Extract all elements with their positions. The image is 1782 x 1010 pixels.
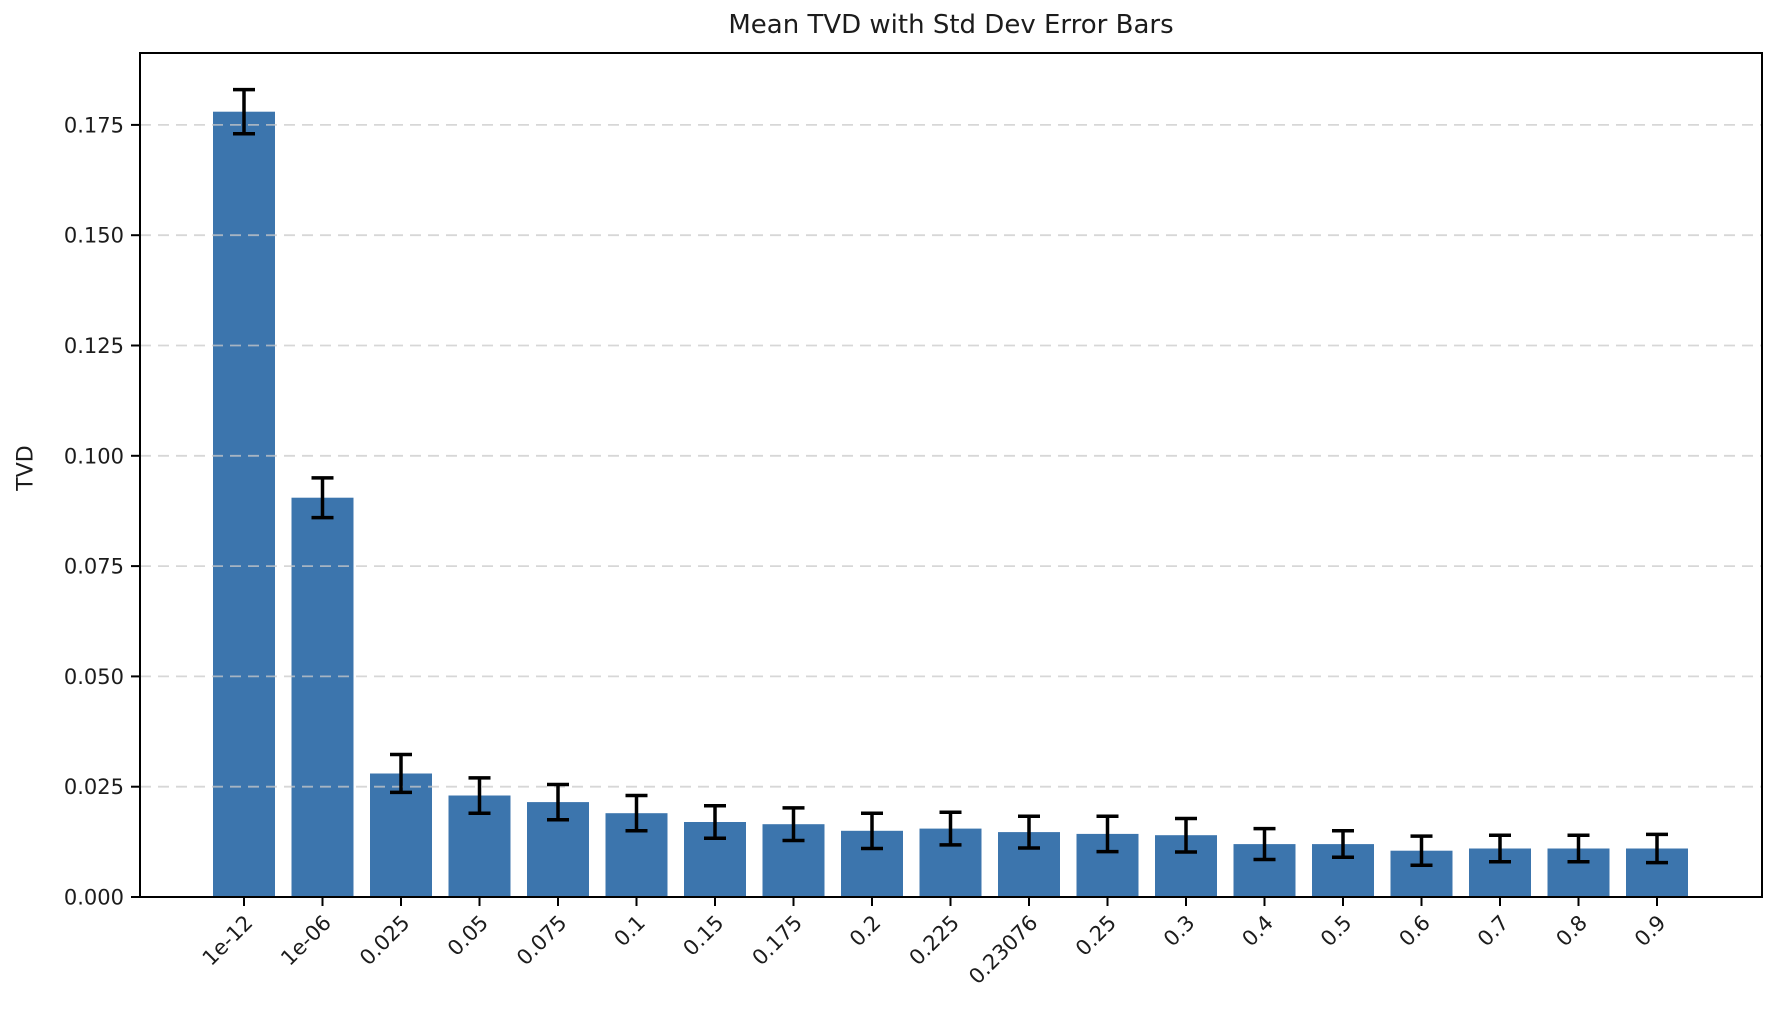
y-tick-label: 0.000 xyxy=(64,886,124,910)
x-tick-label: 0.2 xyxy=(845,911,886,952)
x-tick-label: 0.23076 xyxy=(964,911,1042,989)
error-bars-group xyxy=(233,87,1668,867)
y-tick-label: 0.075 xyxy=(64,555,124,579)
x-tick-label: 0.05 xyxy=(443,911,493,961)
chart-title: Mean TVD with Std Dev Error Bars xyxy=(728,10,1174,40)
y-tick-labels-group: 0.000 0.025 0.050 0.075 0.100 0.125 0.150 0.175 xyxy=(64,113,124,909)
bars-group xyxy=(213,111,1688,897)
x-tick-label: 0.6 xyxy=(1394,911,1435,952)
bar xyxy=(213,111,275,897)
x-tick-label: 0.15 xyxy=(678,911,728,961)
x-tick-label: 0.1 xyxy=(609,911,650,952)
y-tick-label: 0.125 xyxy=(64,334,124,358)
x-tick-label: 0.9 xyxy=(1630,911,1671,952)
x-tick-label: 0.4 xyxy=(1237,911,1278,952)
x-tick-label: 0.25 xyxy=(1071,911,1121,961)
y-tick-label: 0.150 xyxy=(64,224,124,248)
x-tick-label: 0.025 xyxy=(355,911,414,970)
x-tick-labels-group: 1e-12 1e-06 0.025 0.05 0.075 0.1 0.15 0.175 0.2 0… xyxy=(198,911,1671,989)
grid-group xyxy=(140,124,1762,788)
x-tick-label: 0.075 xyxy=(512,911,571,970)
x-tick-label: 0.7 xyxy=(1473,911,1514,952)
y-tick-label: 0.175 xyxy=(64,113,124,137)
x-tick-label: 0.8 xyxy=(1551,911,1592,952)
x-tick-label: 1e-12 xyxy=(198,911,258,971)
x-tick-label: 0.225 xyxy=(905,911,964,970)
x-tick-label: 0.5 xyxy=(1316,911,1357,952)
x-tick-label: 0.3 xyxy=(1159,911,1200,952)
bar xyxy=(291,497,354,897)
x-tick-label: 0.175 xyxy=(748,911,807,970)
y-tick-label: 0.025 xyxy=(64,775,124,799)
plot-frame xyxy=(139,52,1763,898)
y-tick-label: 0.100 xyxy=(64,444,124,468)
y-tick-label: 0.050 xyxy=(64,665,124,689)
axes-group xyxy=(131,52,1763,906)
x-tick-label: 1e-06 xyxy=(276,911,336,971)
